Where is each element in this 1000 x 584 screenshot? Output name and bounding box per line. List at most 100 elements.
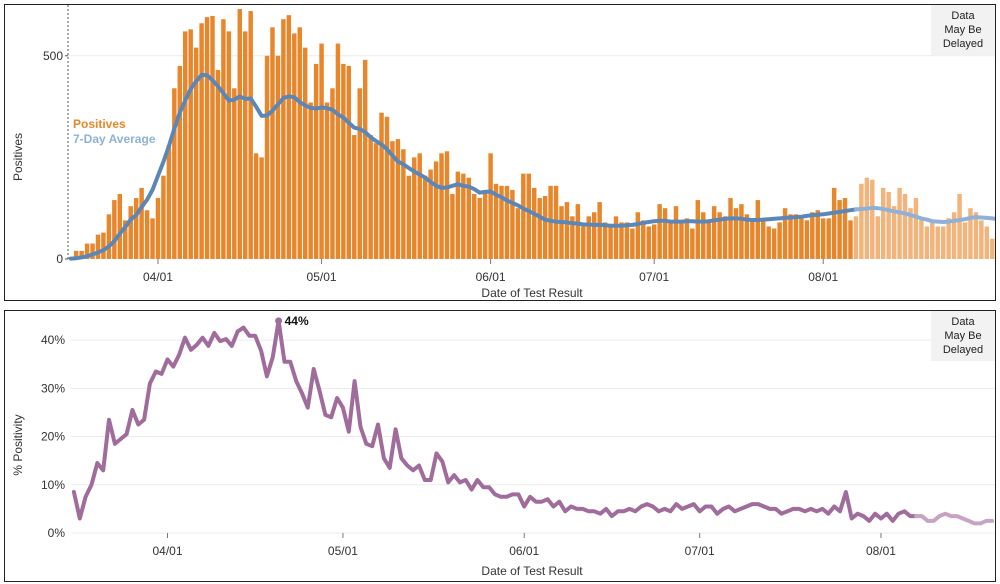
positives-bar (133, 198, 139, 259)
positives-bar (815, 210, 821, 259)
note-line-1: Data (951, 10, 975, 22)
positives-bar (84, 243, 90, 259)
positives-bar (297, 27, 302, 259)
note-line-1: Data (951, 316, 975, 328)
positives-bar (733, 208, 739, 259)
positives-bar (390, 141, 395, 259)
positives-bar (237, 9, 242, 260)
positives-bar (799, 218, 804, 259)
positives-bar (319, 43, 324, 260)
positives-bar (466, 177, 472, 259)
positives-bar (433, 161, 439, 259)
positivity-line-chart: 44% 0% 10% 20% 30% 40% 04/01 05/01 06/01 07/01 0… (11, 314, 995, 578)
positives-bar (139, 187, 144, 259)
positives-bar (123, 220, 128, 259)
positives-bar (826, 218, 831, 259)
positives-bar (679, 222, 684, 259)
positives-bar (979, 220, 984, 259)
positives-bar (651, 224, 657, 259)
positives-bar (504, 185, 510, 259)
positives-bar (302, 47, 308, 260)
positives-bar (95, 234, 101, 259)
positives-bar (79, 250, 84, 259)
y-tick-label: 0% (48, 526, 66, 540)
x-axis-label-bottom: Date of Test Result (481, 564, 583, 578)
positives-bar (913, 198, 919, 259)
positives-bar (602, 222, 608, 259)
positives-bar (668, 220, 673, 259)
positives-bar (902, 193, 908, 259)
positives-bar (330, 88, 335, 260)
positives-bar (940, 226, 946, 259)
positives-bar (275, 55, 281, 259)
positives-bar (908, 208, 913, 259)
positives-bar (264, 55, 270, 259)
positives-bar (990, 238, 995, 259)
x-tick-label: 07/01 (639, 270, 669, 284)
positives-bar (777, 222, 782, 259)
positives-bar (455, 171, 461, 259)
y-tick-label: 500 (43, 49, 63, 63)
positivity-chart-panel: 44% 0% 10% 20% 30% 40% 04/01 05/01 06/01 07/01 0… (4, 310, 996, 582)
positives-bar-chart: 0 500 04/01 05/01 06/01 07/01 08/01 Positives… (11, 5, 995, 300)
positives-bar (935, 226, 940, 259)
y-axis-label-positivity: % Positivity (11, 414, 25, 475)
positives-bar (477, 198, 482, 259)
positives-bar (242, 31, 248, 259)
positives-bar (150, 218, 155, 259)
positives-bar (766, 226, 771, 259)
positives-bar (313, 63, 319, 259)
positives-bar (837, 200, 842, 259)
x-tick-label: 08/01 (808, 270, 838, 284)
positives-bar (848, 220, 853, 259)
positives-bar (880, 187, 886, 259)
positives-bar (183, 31, 188, 259)
y-tick-label: 20% (41, 430, 65, 444)
positives-bar (930, 220, 935, 259)
positives-bar (635, 212, 641, 259)
positives-bar (951, 212, 957, 259)
positives-bar (450, 193, 455, 259)
positives-bar (968, 208, 973, 259)
positives-bar (472, 193, 477, 259)
positives-bar (210, 15, 215, 259)
positives-bar (771, 228, 777, 259)
positives-bar (859, 183, 864, 259)
positives-bar (106, 214, 112, 259)
positives-bar (613, 216, 619, 259)
positives-bar (886, 191, 891, 259)
positives-bar (253, 153, 259, 259)
positives-bar (499, 185, 504, 259)
positives-bar (739, 204, 744, 259)
positives-bar (346, 65, 352, 259)
positivity-delayed-line (914, 511, 995, 526)
positives-bar (793, 214, 799, 259)
positives-bar (232, 88, 237, 260)
positives-bar (570, 216, 575, 259)
positives-bar (701, 212, 706, 259)
positives-bar (188, 29, 193, 259)
positives-bar (641, 220, 646, 259)
positives-bar (924, 226, 930, 259)
positives-bar (379, 112, 384, 259)
positives-bar (439, 153, 444, 259)
positives-bar (172, 88, 177, 260)
positives-bar (428, 169, 433, 259)
positives-bar (962, 222, 968, 259)
seven-day-average-line (68, 72, 858, 261)
positives-bar (586, 216, 591, 259)
x-tick-label: 05/01 (328, 544, 358, 558)
y-axis-label-positives: Positives (11, 133, 25, 181)
positives-bar (384, 116, 390, 259)
positives-bar (608, 226, 613, 259)
peak-label: 44% (285, 314, 309, 328)
positives-bar (984, 226, 990, 259)
positives-bar (155, 198, 161, 259)
positives-bar (166, 145, 172, 259)
positives-bar (422, 175, 428, 259)
positives-bar (362, 59, 368, 259)
positives-bar (657, 204, 662, 259)
positives-bar (864, 177, 870, 259)
positives-bar (662, 208, 668, 259)
positives-bar (281, 19, 286, 260)
